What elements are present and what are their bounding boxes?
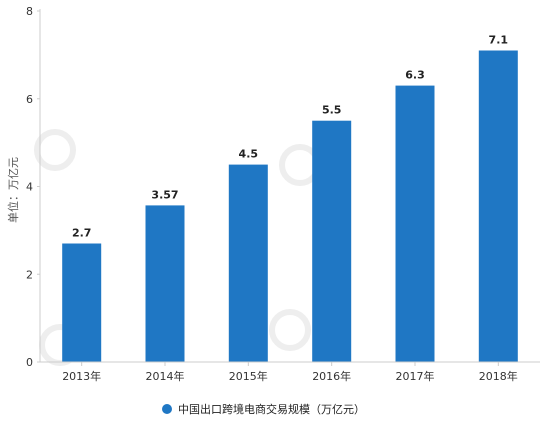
x-tick-label-5: 2017年 (396, 369, 435, 383)
data-label-6: 7.1 (489, 34, 509, 47)
x-tick-label-1: 2013年 (62, 369, 101, 383)
data-label-4: 5.5 (322, 104, 342, 117)
y-tick-labels: 0 2 4 6 8 (26, 5, 40, 369)
bar-6 (478, 50, 518, 362)
data-label-3: 4.5 (239, 148, 259, 161)
y-tick-label-2: 2 (26, 268, 33, 281)
x-tick-labels: 2013年 2014年 2015年 2016年 2017年 2018年 (62, 362, 518, 383)
data-label-5: 6.3 (405, 69, 425, 82)
y-tick-label-0: 0 (26, 356, 33, 369)
bars-group (62, 50, 518, 362)
bar-5 (395, 85, 435, 362)
legend-label: 中国出口跨境电商交易规模（万亿元） (178, 402, 365, 416)
x-tick-label-4: 2016年 (312, 369, 351, 383)
bar-4 (312, 120, 352, 362)
bar-2 (145, 205, 185, 362)
watermark-mark-1 (34, 129, 76, 171)
data-labels-group: 2.7 3.57 4.5 5.5 6.3 7.1 (72, 34, 508, 240)
x-tick-label-6: 2018年 (479, 369, 518, 383)
y-tick-label-4: 4 (26, 181, 33, 194)
x-tick-label-3: 2015年 (229, 369, 268, 383)
y-axis-title: 单位：万亿元 (6, 157, 20, 223)
data-label-2: 3.57 (151, 188, 178, 201)
legend: 中国出口跨境电商交易规模（万亿元） (162, 402, 365, 416)
bar-1 (62, 243, 102, 362)
x-tick-label-2: 2014年 (146, 369, 185, 383)
watermark-mark-4 (269, 309, 311, 351)
legend-marker (162, 404, 172, 414)
data-label-1: 2.7 (72, 227, 92, 240)
y-tick-label-6: 6 (26, 93, 33, 106)
y-tick-label-8: 8 (26, 5, 33, 18)
bar-3 (228, 164, 268, 362)
